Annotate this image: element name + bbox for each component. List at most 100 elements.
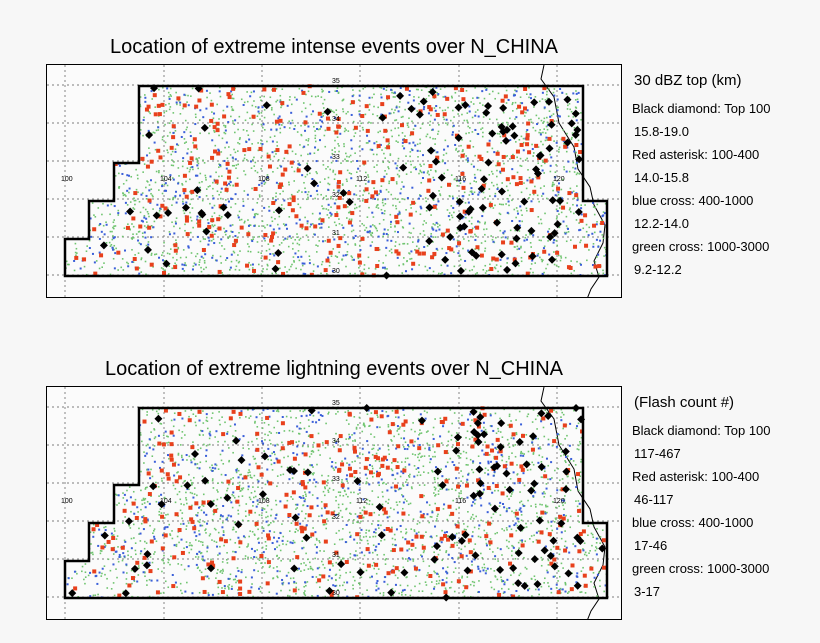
green-cross-point bbox=[275, 100, 277, 103]
green-cross-point bbox=[235, 471, 238, 474]
green-cross-point bbox=[343, 143, 345, 145]
green-cross-point bbox=[150, 254, 153, 256]
blue-cross-point bbox=[536, 254, 539, 257]
green-cross-point bbox=[423, 455, 426, 457]
blue-cross-point bbox=[262, 180, 265, 183]
green-cross-point bbox=[313, 472, 315, 474]
red-asterisk-point bbox=[365, 128, 370, 133]
green-cross-point bbox=[322, 523, 325, 526]
green-cross-point bbox=[211, 539, 213, 541]
blue-cross-point bbox=[269, 224, 272, 227]
green-cross-point bbox=[484, 196, 486, 199]
green-cross-point bbox=[361, 453, 364, 456]
green-cross-point bbox=[300, 134, 303, 137]
green-cross-point bbox=[555, 258, 557, 260]
green-cross-point bbox=[501, 459, 503, 462]
green-cross-point bbox=[139, 552, 142, 555]
green-cross-point bbox=[184, 229, 186, 232]
green-cross-point bbox=[553, 409, 555, 412]
blue-cross-point bbox=[283, 199, 286, 202]
green-cross-point bbox=[335, 561, 338, 564]
red-asterisk-point bbox=[262, 87, 267, 92]
green-cross-point bbox=[492, 184, 495, 187]
green-cross-point bbox=[97, 593, 99, 596]
green-cross-point bbox=[395, 105, 398, 108]
green-cross-point bbox=[288, 268, 291, 271]
green-cross-point bbox=[325, 422, 327, 425]
green-cross-point bbox=[273, 150, 276, 153]
green-cross-point bbox=[254, 105, 257, 108]
green-cross-point bbox=[526, 157, 528, 160]
blue-cross-point bbox=[308, 262, 311, 265]
green-cross-point bbox=[507, 124, 509, 126]
green-cross-point bbox=[572, 203, 574, 206]
green-cross-point bbox=[307, 558, 309, 561]
black-diamond-point bbox=[428, 87, 437, 96]
green-cross-point bbox=[367, 176, 370, 178]
green-cross-point bbox=[575, 173, 578, 176]
green-cross-point bbox=[475, 235, 477, 237]
green-cross-point bbox=[264, 562, 266, 564]
green-cross-point bbox=[135, 188, 138, 191]
blue-cross-point bbox=[373, 142, 376, 145]
green-cross-point bbox=[587, 534, 589, 537]
blue-cross-point bbox=[509, 138, 512, 141]
green-cross-point bbox=[216, 227, 219, 230]
green-cross-point bbox=[549, 153, 551, 156]
green-cross-point bbox=[434, 418, 436, 420]
green-cross-point bbox=[139, 96, 142, 98]
green-cross-point bbox=[203, 268, 205, 271]
blue-cross-point bbox=[342, 254, 345, 257]
green-cross-point bbox=[161, 559, 163, 561]
red-asterisk-point bbox=[477, 154, 482, 159]
red-asterisk-point bbox=[342, 204, 347, 209]
green-cross-point bbox=[184, 223, 186, 226]
green-cross-point bbox=[198, 591, 201, 594]
green-cross-point bbox=[430, 592, 433, 595]
black-diamond-point bbox=[194, 84, 203, 93]
green-cross-point bbox=[421, 455, 423, 458]
green-cross-point bbox=[470, 216, 473, 219]
green-cross-point bbox=[266, 497, 268, 499]
green-cross-point bbox=[162, 251, 164, 254]
green-cross-point bbox=[540, 218, 542, 221]
green-cross-point bbox=[532, 155, 534, 157]
green-cross-point bbox=[471, 131, 474, 133]
green-cross-point bbox=[321, 205, 323, 207]
green-cross-point bbox=[528, 119, 530, 121]
green-cross-point bbox=[542, 426, 545, 429]
green-cross-point bbox=[399, 213, 401, 215]
green-cross-point bbox=[420, 165, 422, 167]
green-cross-point bbox=[577, 500, 580, 502]
green-cross-point bbox=[288, 589, 291, 592]
green-cross-point bbox=[541, 159, 544, 162]
blue-cross-point bbox=[207, 243, 210, 246]
blue-cross-point bbox=[592, 245, 595, 248]
green-cross-point bbox=[190, 151, 193, 153]
green-cross-point bbox=[465, 528, 467, 531]
blue-cross-point bbox=[234, 193, 237, 196]
green-cross-point bbox=[200, 552, 203, 554]
green-cross-point bbox=[244, 220, 246, 223]
black-diamond-point bbox=[456, 266, 465, 275]
green-cross-point bbox=[316, 193, 319, 196]
green-cross-point bbox=[482, 210, 485, 213]
green-cross-point bbox=[380, 524, 382, 527]
blue-cross-point bbox=[481, 215, 484, 218]
green-cross-point bbox=[341, 516, 344, 518]
green-cross-point bbox=[564, 143, 567, 146]
green-cross-point bbox=[390, 550, 392, 552]
green-cross-point bbox=[514, 118, 516, 120]
blue-cross-point bbox=[481, 90, 484, 93]
green-cross-point bbox=[385, 254, 387, 257]
green-cross-point bbox=[362, 422, 365, 425]
green-cross-point bbox=[368, 425, 370, 427]
green-cross-point bbox=[258, 195, 261, 198]
blue-cross-point bbox=[437, 200, 440, 203]
green-cross-point bbox=[286, 271, 288, 273]
green-cross-point bbox=[296, 191, 299, 193]
green-cross-point bbox=[334, 233, 337, 236]
green-cross-point bbox=[565, 225, 568, 227]
green-cross-point bbox=[146, 221, 148, 223]
green-cross-point bbox=[336, 256, 338, 258]
